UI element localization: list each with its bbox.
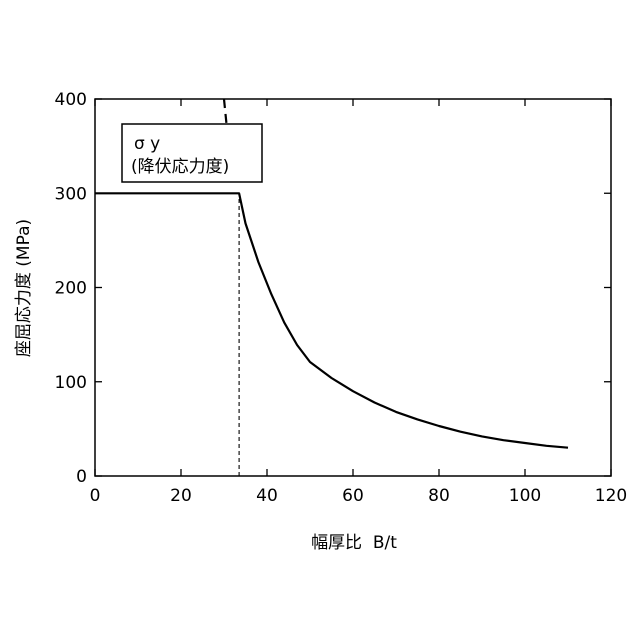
y-tick-label: 0	[76, 467, 87, 487]
x-tick-label: 40	[256, 486, 278, 506]
x-tick-label: 20	[170, 486, 192, 506]
x-tick-label: 0	[90, 486, 101, 506]
annotation-line2: (降伏応力度)	[131, 157, 229, 177]
y-tick-label: 300	[55, 184, 87, 204]
y-tick-label: 200	[55, 279, 87, 299]
x-tick-label: 100	[509, 486, 541, 506]
x-tick-label: 120	[595, 486, 627, 506]
annotation-box: σ y (降伏応力度)	[122, 124, 262, 182]
x-tick-label: 80	[428, 486, 450, 506]
buckling-stress-curve	[95, 193, 568, 447]
annotation-line1: σ y	[134, 134, 160, 154]
y-axis-title: 座屈応力度 (MPa)	[14, 219, 34, 357]
y-tick-label: 400	[55, 90, 87, 110]
x-tick-label: 60	[342, 486, 364, 506]
y-tick-label: 100	[55, 373, 87, 393]
x-axis-title: 幅厚比 B/t	[311, 533, 397, 553]
